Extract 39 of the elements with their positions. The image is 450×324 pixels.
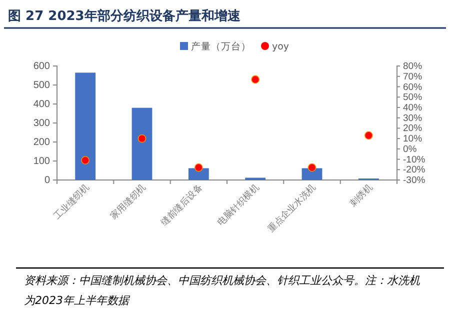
- x-tick-label: 刺绣机: [348, 182, 374, 208]
- y-tick-label: 200: [33, 137, 50, 148]
- point: [251, 75, 260, 84]
- y2-tick-label: -10%: [403, 154, 426, 166]
- y2-tick-label: 0%: [403, 144, 418, 155]
- y2-tick-label: -30%: [403, 175, 426, 186]
- y2-tick-label: -20%: [403, 164, 426, 176]
- point: [194, 163, 203, 172]
- y-tick-label: 400: [33, 99, 50, 110]
- x-tick-label: 工业缝纫机: [52, 182, 91, 222]
- y2-tick-label: 10%: [403, 134, 423, 145]
- y2-tick-label: 70%: [403, 71, 423, 82]
- x-tick-label: 缝前缝后设备: [158, 182, 204, 228]
- point: [364, 131, 373, 140]
- bar: [75, 72, 96, 180]
- bar: [188, 168, 209, 180]
- legend-label: 产量（万台）: [191, 40, 251, 52]
- y-tick-label: 500: [33, 80, 50, 92]
- x-tick-label: 家用缝纫机: [108, 182, 148, 222]
- chart-title: 图 27 2023年部分纺织设备产量和增速: [8, 8, 242, 24]
- y2-tick-label: 30%: [403, 112, 423, 124]
- y2-tick-label: 20%: [403, 123, 423, 134]
- x-tick-label: 电脑针织横机: [216, 182, 261, 228]
- y2-tick-label: 40%: [403, 102, 423, 114]
- bar: [302, 168, 322, 180]
- y-tick-label: 600: [33, 61, 50, 72]
- y2-tick-label: 80%: [403, 61, 423, 72]
- point: [308, 163, 316, 172]
- text: 资料来源：中国缝制机械协会、中国纺织机械协会、针织工业公众号。注：水洗机为2023年上半年数据: [24, 274, 420, 307]
- y2-tick-label: 50%: [403, 92, 423, 104]
- y-tick-label: 300: [33, 118, 50, 130]
- point: [81, 156, 90, 164]
- y-tick-label: 100: [33, 156, 50, 168]
- bar: [132, 108, 152, 180]
- y-tick-label: 0: [44, 175, 50, 186]
- x-tick-label: 重点企业水洗机: [266, 182, 318, 234]
- y2-tick-label: 60%: [403, 82, 423, 93]
- point: [138, 134, 146, 143]
- legend-label: yoy: [272, 42, 290, 52]
